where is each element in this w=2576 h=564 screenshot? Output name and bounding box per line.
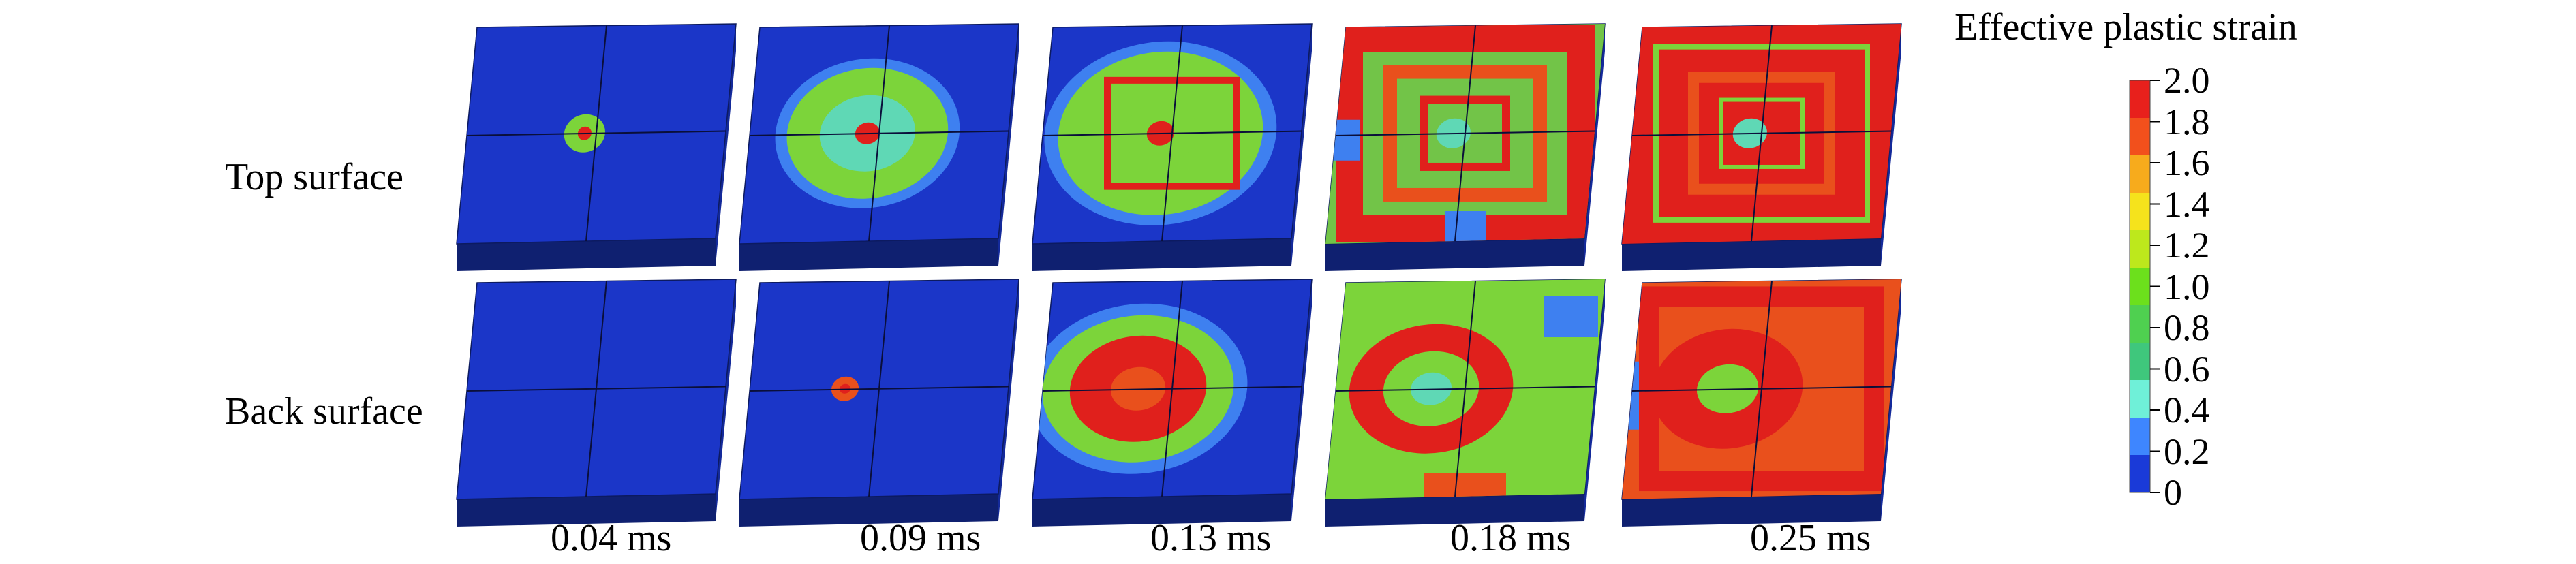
strain-field [1622,24,1901,244]
plate-side-face [716,279,736,521]
plate-front-face [1622,494,1881,527]
time-label-0-09: 0.09 ms [860,517,981,559]
legend-tick-label-10: 0 [2164,472,2182,513]
plate-side-face [716,24,736,266]
legend-tick-label-2: 1.6 [2164,142,2210,183]
legend-tick-label-3: 1.4 [2164,183,2210,225]
time-label-0-25: 0.25 ms [1750,517,1871,559]
plate-side-face [1291,279,1312,521]
plate-front-face [1325,238,1584,271]
row-label-top-surface: Top surface [225,156,403,198]
time-label-0-18: 0.18 ms [1450,517,1571,559]
plate-front-face [739,238,998,271]
plate-side-face [1584,24,1605,266]
plate-front-face [1622,238,1881,271]
plate-side-face [1584,279,1605,521]
plate-front-face [739,494,998,527]
plate-side-face [1291,24,1312,266]
legend-tick-label-6: 0.8 [2164,307,2210,348]
plate-side-face [1881,279,1901,521]
plate-side-face [1881,24,1901,266]
plate-back-0 [456,279,737,527]
legend-tick-label-0: 2.0 [2164,60,2210,101]
plate-front-face [457,238,716,271]
plate-top-2 [1032,23,1313,271]
plate-front-face [1325,494,1584,527]
strain-field [1622,279,1901,499]
plate-back-3 [1325,279,1606,527]
plate-back-1 [739,279,1019,527]
plate-side-face [998,279,1019,521]
plate-front-face [457,494,716,527]
time-label-0-13: 0.13 ms [1150,517,1272,559]
legend-tick-label-7: 0.6 [2164,348,2210,390]
plate-front-face [1032,494,1291,527]
legend-tick-label-9: 0.2 [2164,430,2210,472]
plate-top-3 [1325,23,1606,271]
time-label-0-04: 0.04 ms [551,517,672,559]
plate-top-0 [456,23,737,271]
plate-top-4 [1621,23,1902,271]
plate-back-4 [1621,279,1902,527]
legend-tick-label-8: 0.4 [2164,390,2210,430]
legend-title: Effective plastic strain [1954,6,2297,48]
plate-side-face [998,24,1019,266]
legend-tick-label-4: 1.2 [2164,225,2210,266]
strain-field [1325,279,1605,499]
legend-tick-label-1: 1.8 [2164,101,2210,142]
plate-front-face [1032,238,1291,271]
plate-top-1 [739,23,1019,271]
strain-field [1325,24,1605,244]
legend-tick-label-5: 1.0 [2164,266,2210,307]
row-label-back-surface: Back surface [225,390,423,433]
plate-back-2 [1032,279,1313,527]
